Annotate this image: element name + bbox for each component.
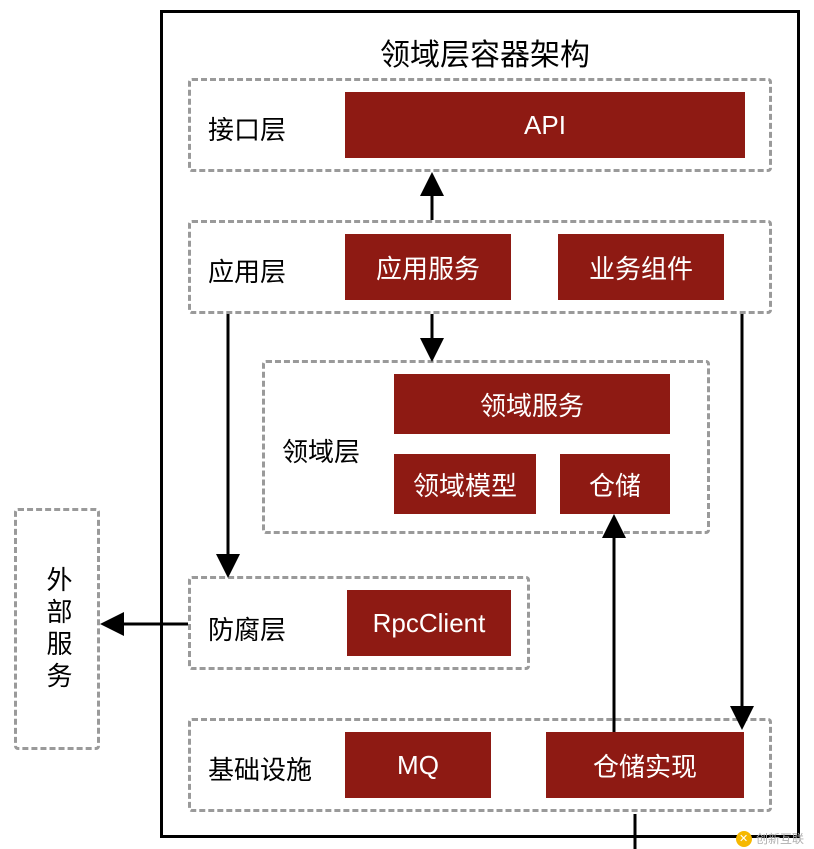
anticorruption-layer-label: 防腐层 [208, 610, 286, 647]
repo-impl-block: 仓储实现 [546, 732, 744, 798]
domain-layer-label: 领域层 [282, 432, 360, 469]
domain-service-block: 领域服务 [394, 374, 670, 434]
biz-component-block: 业务组件 [558, 234, 724, 300]
application-layer-label: 应用层 [208, 252, 286, 289]
interface-layer-label: 接口层 [208, 110, 286, 147]
diagram-title: 领域层容器架构 [380, 30, 590, 74]
watermark-icon [736, 831, 752, 847]
infrastructure-layer-label: 基础设施 [208, 750, 312, 787]
diagram-canvas: 领域层容器架构 外部服务 接口层 API 应用层 应用服务 业务组件 领域层 领… [0, 0, 814, 849]
api-block: API [345, 92, 745, 158]
repository-block: 仓储 [560, 454, 670, 514]
rpc-client-block: RpcClient [347, 590, 511, 656]
external-service-label: 外部服务 [40, 566, 77, 694]
mq-block: MQ [345, 732, 491, 798]
domain-model-block: 领域模型 [394, 454, 536, 514]
watermark-text: 创新互联 [756, 830, 804, 847]
app-service-block: 应用服务 [345, 234, 511, 300]
watermark: 创新互联 [736, 830, 804, 847]
